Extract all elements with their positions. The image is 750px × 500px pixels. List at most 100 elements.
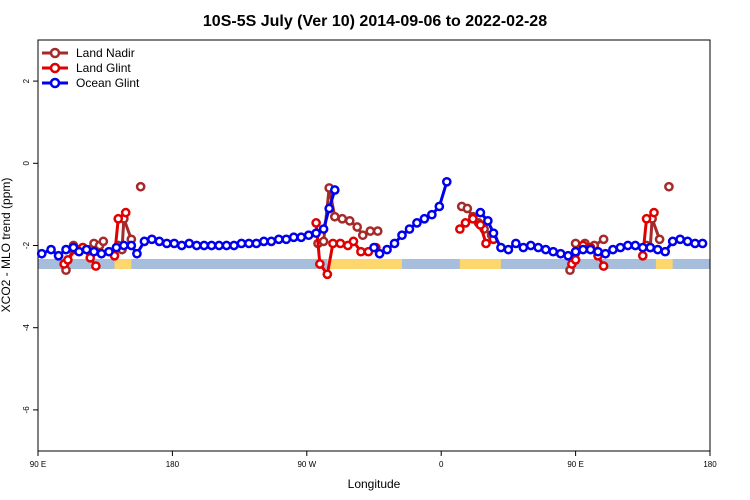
data-point — [147, 234, 157, 245]
data-point — [61, 244, 71, 255]
data-point — [348, 236, 359, 247]
data-point — [206, 240, 217, 251]
data-point — [468, 213, 478, 224]
x-axis-label: Longitude — [348, 477, 401, 491]
land-band-segment — [327, 258, 402, 269]
x-tick-label: 180 — [166, 460, 180, 469]
data-point — [132, 248, 142, 259]
data-point — [667, 236, 678, 247]
data-point — [266, 236, 277, 247]
data-point — [251, 238, 262, 249]
data-point — [273, 234, 284, 245]
data-point — [412, 218, 422, 228]
data-point — [548, 246, 559, 257]
legend-entry: Land Nadir — [42, 46, 135, 60]
data-point — [191, 240, 202, 251]
data-point — [318, 224, 329, 234]
land-ocean-band — [38, 258, 710, 269]
data-point — [511, 238, 521, 249]
data-point — [214, 240, 224, 251]
data-point — [649, 207, 659, 218]
data-point — [483, 215, 493, 226]
series-ocean-glint — [36, 176, 708, 261]
chart-title: 10S-5S July (Ver 10) 2014-09-06 to 2022-… — [203, 13, 547, 30]
data-point — [675, 234, 685, 245]
data-point — [344, 215, 355, 226]
data-point — [315, 259, 325, 269]
data-point — [288, 232, 299, 243]
data-point — [630, 240, 641, 251]
x-tick-label: 90 W — [297, 460, 316, 469]
data-point — [623, 240, 633, 251]
x-tick-label: 90 E — [567, 460, 583, 469]
data-point — [356, 246, 366, 257]
data-point — [481, 238, 491, 249]
data-point — [303, 230, 314, 241]
data-point — [496, 242, 506, 253]
legend-marker — [49, 62, 61, 74]
data-point — [324, 203, 335, 214]
data-point — [161, 238, 172, 249]
data-point — [397, 230, 407, 241]
data-point — [637, 250, 648, 261]
data-point — [46, 244, 56, 255]
data-point — [357, 230, 368, 241]
data-point — [503, 244, 514, 255]
y-tick-label: 2 — [22, 78, 31, 83]
data-point — [111, 242, 122, 253]
data-point — [563, 250, 573, 261]
data-point — [259, 236, 269, 247]
data-point — [311, 228, 321, 239]
data-point — [169, 238, 180, 249]
data-point — [199, 240, 209, 251]
data-point — [518, 242, 529, 253]
legend-label: Land Nadir — [76, 46, 135, 60]
data-point — [322, 269, 333, 280]
data-point — [135, 181, 146, 192]
x-tick-label: 90 E — [30, 460, 46, 469]
data-point — [637, 242, 648, 253]
data-point — [460, 218, 471, 228]
data-point — [113, 213, 124, 224]
data-point — [690, 238, 700, 249]
y-tick-label: -4 — [22, 324, 31, 332]
y-tick-label: -2 — [22, 241, 31, 249]
x-tick-label: 180 — [703, 460, 717, 469]
data-point — [570, 238, 581, 249]
series-line — [372, 181, 449, 256]
data-point — [455, 224, 465, 234]
data-point — [63, 255, 73, 265]
data-point — [281, 234, 292, 245]
data-point — [311, 218, 321, 228]
data-point — [374, 248, 385, 259]
data-point — [488, 228, 499, 239]
data-point — [154, 236, 165, 247]
legend-label: Land Glint — [76, 61, 131, 75]
legend-marker — [49, 47, 61, 59]
data-point — [598, 261, 609, 271]
data-point — [664, 181, 674, 192]
data-point — [139, 236, 150, 247]
data-point — [645, 242, 656, 253]
data-point — [585, 244, 596, 255]
data-point — [244, 238, 254, 249]
data-point — [74, 246, 84, 257]
data-point — [654, 234, 665, 245]
land-band-segment — [655, 258, 673, 269]
data-point — [329, 185, 340, 195]
data-point — [555, 248, 566, 259]
data-point — [96, 248, 107, 259]
data-point — [328, 238, 338, 249]
series-layer — [36, 176, 708, 280]
data-point — [441, 176, 452, 187]
data-point — [318, 236, 329, 247]
data-point — [120, 207, 131, 218]
data-point — [119, 240, 129, 251]
data-point — [652, 244, 663, 255]
data-point — [608, 244, 618, 255]
legend-label: Ocean Glint — [76, 76, 140, 90]
data-point — [540, 244, 551, 255]
data-point — [389, 238, 400, 249]
data-point — [365, 226, 376, 236]
data-point — [419, 213, 430, 224]
